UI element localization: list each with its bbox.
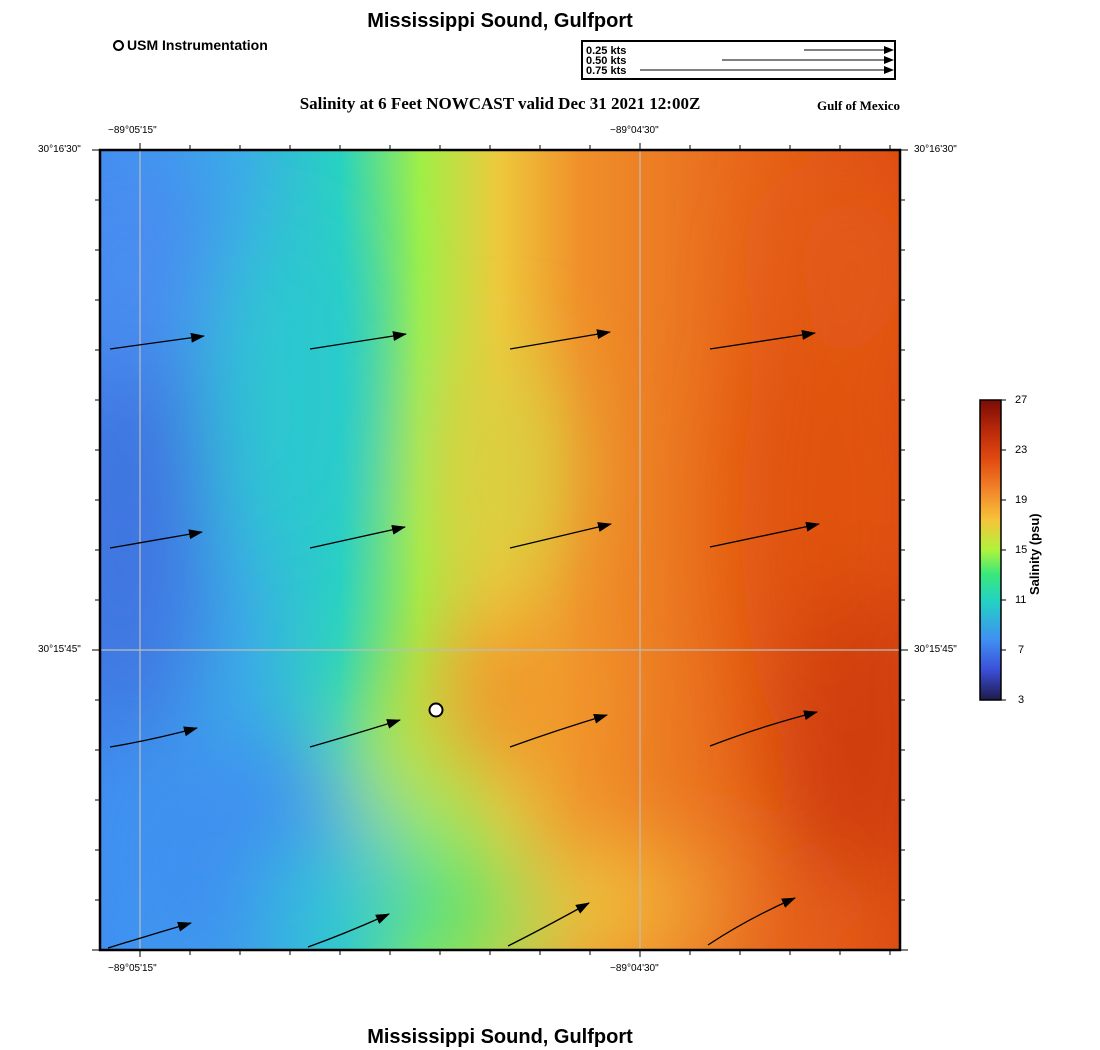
current-arrow: [707, 897, 796, 946]
station-legend-label: USM Instrumentation: [127, 37, 268, 53]
current-arrow: [709, 710, 818, 747]
current-arrow: [709, 521, 820, 548]
salinity-field-detail: [100, 150, 900, 950]
current-vectors: [107, 329, 820, 949]
current-arrow: [309, 524, 406, 549]
current-arrow: [509, 329, 611, 350]
colorbar-tick-label: 3: [1018, 694, 1025, 706]
current-arrow: [107, 921, 192, 949]
current-arrow: [509, 713, 608, 748]
station-legend: USM Instrumentation: [113, 37, 268, 53]
plot-subtitle: Salinity at 6 Feet NOWCAST valid Dec 31 …: [299, 94, 701, 113]
lon-tick-label: −89°04'30": [610, 963, 659, 974]
current-arrow: [309, 331, 407, 350]
lon-tick-label: −89°05'15": [108, 125, 157, 136]
colorbar-tick-label: 7: [1018, 644, 1025, 656]
current-arrow: [109, 726, 198, 748]
current-arrow: [507, 902, 590, 947]
vector-scale-label: 0.75 kts: [586, 65, 626, 77]
colorbar-tick-label: 19: [1015, 494, 1028, 506]
current-arrow: [109, 332, 205, 350]
vector-scale-label: 0.50 kts: [586, 55, 626, 67]
vector-scale-legend: 0.25 kts 0.50 kts 0.75 kts: [581, 40, 896, 80]
region-label: Gulf of Mexico: [816, 98, 900, 113]
lon-tick-label: −89°04'30": [610, 125, 659, 136]
usm-station-marker[interactable]: [428, 702, 444, 718]
salinity-colorbar: [979, 399, 1006, 701]
station-marker-icon: [113, 39, 124, 51]
salinity-map[interactable]: [92, 143, 910, 957]
current-arrow: [309, 719, 401, 748]
lon-tick-label: −89°05'15": [108, 963, 157, 974]
current-arrow: [709, 330, 816, 350]
lat-tick-label: 30°15'45": [38, 644, 81, 655]
vector-scale-label: 0.25 kts: [586, 45, 626, 57]
lat-tick-label: 30°16'30": [914, 144, 957, 155]
footer-title: Mississippi Sound, Gulfport: [367, 1026, 633, 1048]
current-arrow: [307, 913, 390, 948]
colorbar-tick-label: 27: [1015, 394, 1028, 406]
map-title: Mississippi Sound, Gulfport: [367, 10, 633, 32]
colorbar-title-text: Salinity (psu): [1027, 513, 1042, 595]
colorbar-tick-label: 15: [1015, 544, 1028, 556]
current-arrow: [509, 522, 612, 549]
current-arrow: [109, 529, 203, 549]
colorbar-tick-label: 23: [1015, 444, 1028, 456]
lat-tick-label: 30°16'30": [38, 144, 81, 155]
colorbar-title: Salinity (psu): [1027, 500, 1042, 700]
colorbar-tick-label: 11: [1015, 594, 1027, 606]
lat-tick-label: 30°15'45": [914, 644, 957, 655]
map-ticks: [92, 143, 908, 957]
